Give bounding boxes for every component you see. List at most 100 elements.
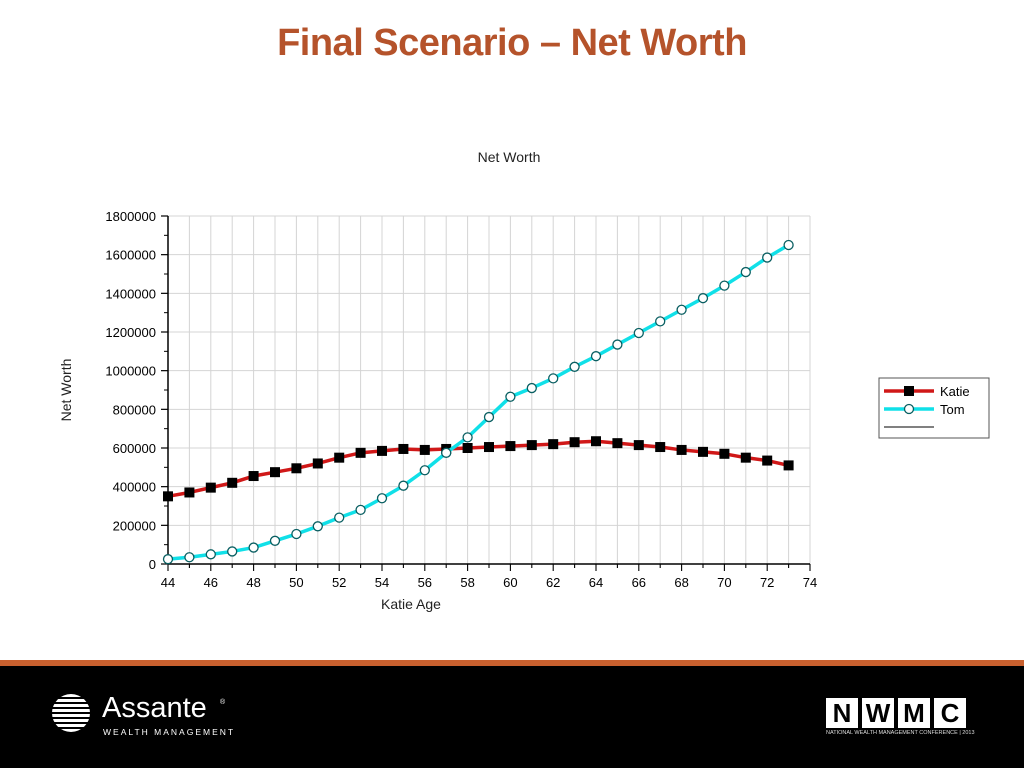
data-point-katie [698, 446, 708, 457]
y-tick-label: 800000 [113, 402, 156, 417]
net-worth-chart: 0 200000 400000 600000 800000 1000000 1200000 1… [58, 149, 990, 612]
data-point-katie [548, 439, 559, 450]
x-tick-label: 70 [717, 575, 731, 590]
x-tick-label: 58 [460, 575, 474, 590]
slide-title: Final Scenario – Net Worth [277, 22, 747, 64]
nwmc-letter-w: W [862, 698, 894, 728]
data-point-katie [334, 452, 345, 463]
data-point-katie [355, 447, 366, 458]
data-point-tom [291, 528, 302, 540]
data-point-tom [719, 280, 730, 291]
x-tick-label: 74 [803, 575, 817, 590]
data-point-tom [633, 327, 644, 339]
legend-label-katie: Katie [940, 384, 970, 399]
data-point-tom [376, 493, 388, 504]
data-point-tom [205, 549, 216, 560]
x-tick-label: 48 [246, 575, 260, 590]
data-point-katie [184, 487, 195, 498]
data-point-katie [398, 443, 409, 454]
data-point-tom [162, 554, 174, 565]
nwmc-logo: N W M C [826, 698, 966, 728]
data-point-katie [312, 458, 323, 469]
nwmc-letter-m: M [898, 698, 930, 728]
data-point-katie [505, 441, 516, 452]
x-tick-label: 46 [204, 575, 218, 590]
data-point-tom [248, 542, 259, 553]
x-tick-label: 68 [674, 575, 688, 590]
assante-logo-icon [52, 694, 90, 732]
data-point-katie [462, 443, 473, 453]
data-point-tom [227, 546, 238, 557]
data-point-katie [719, 448, 730, 459]
legend-label-tom: Tom [940, 402, 965, 417]
data-point-katie [762, 455, 773, 466]
legend-marker-tom [903, 403, 915, 415]
y-tick-label: 0 [149, 557, 156, 572]
data-point-tom [441, 447, 452, 458]
data-point-katie [676, 444, 687, 455]
y-tick-label: 1800000 [105, 209, 156, 224]
assante-registered-mark: ® [220, 699, 226, 706]
data-point-tom [184, 552, 195, 563]
data-point-tom [462, 432, 473, 443]
data-point-tom [269, 535, 281, 546]
data-point-katie [205, 482, 216, 493]
x-tick-label: 44 [161, 575, 175, 590]
y-axis-label: Net Worth [58, 359, 74, 422]
y-tick-label: 200000 [113, 518, 156, 533]
assante-brand-subtitle: WEALTH MANAGEMENT [103, 727, 236, 737]
data-point-katie [655, 442, 666, 453]
data-point-tom [548, 373, 559, 384]
data-point-tom [740, 266, 751, 278]
x-tick-label: 62 [546, 575, 560, 590]
data-point-tom [612, 339, 623, 350]
data-point-tom [483, 411, 495, 423]
data-point-katie [163, 491, 173, 502]
x-tick-label: 60 [503, 575, 517, 590]
x-tick-label: 72 [760, 575, 774, 590]
legend-marker-katie [904, 386, 914, 396]
data-point-katie [419, 444, 430, 455]
data-point-tom [697, 293, 709, 304]
data-point-tom [312, 521, 323, 532]
x-tick-label: 56 [418, 575, 432, 590]
assante-brand-name: Assante [102, 692, 207, 724]
x-tick-label: 50 [289, 575, 303, 590]
data-point-tom [526, 382, 537, 394]
y-tick-label: 600000 [113, 441, 156, 456]
y-tick-label: 1200000 [105, 325, 156, 340]
data-point-tom [419, 465, 430, 476]
data-point-katie [484, 442, 494, 453]
data-point-katie [740, 452, 751, 463]
data-point-tom [590, 351, 602, 362]
data-point-tom [505, 391, 516, 402]
y-tick-label: 1600000 [105, 248, 156, 263]
data-point-katie [227, 477, 238, 488]
y-tick-label: 1000000 [105, 364, 156, 379]
data-point-katie [248, 471, 259, 482]
data-point-tom [676, 304, 687, 315]
chart-legend: Katie Tom [878, 377, 990, 439]
nwmc-letter-n: N [826, 698, 858, 728]
data-point-katie [291, 463, 302, 474]
y-tick-label: 1400000 [105, 286, 156, 301]
nwmc-letter-c: C [934, 698, 966, 728]
data-point-katie [612, 438, 623, 449]
nwmc-subtitle: NATIONAL WEALTH MANAGEMENT CONFERENCE | … [826, 730, 975, 736]
data-point-katie [633, 440, 644, 451]
x-tick-label: 66 [632, 575, 646, 590]
data-point-tom [762, 252, 773, 263]
data-point-tom [334, 512, 345, 523]
footer-accent-line [0, 660, 1024, 666]
y-tick-label: 400000 [113, 480, 156, 495]
data-point-tom [355, 504, 366, 516]
chart-title: Net Worth [478, 149, 541, 165]
data-point-tom [398, 480, 409, 491]
data-point-tom [569, 361, 580, 372]
data-point-katie [270, 467, 280, 478]
data-point-katie [783, 460, 794, 471]
data-point-katie [377, 445, 387, 456]
data-point-tom [783, 239, 794, 251]
data-point-katie [569, 437, 580, 448]
x-tick-label: 54 [375, 575, 389, 590]
